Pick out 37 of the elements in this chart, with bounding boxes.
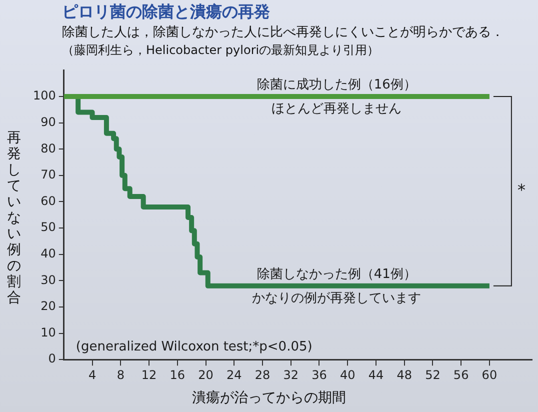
x-tick-label: 16 — [170, 368, 186, 382]
text: （藤岡利生ら，Helicobacter pyloriの最新知見より引用） — [62, 42, 380, 59]
x-tick-label: 24 — [226, 368, 242, 382]
y-tick-label: 20 — [40, 299, 56, 314]
series-label: 除菌に成功した例（16例） — [256, 77, 416, 92]
annotation: かなりの例が再発しています — [252, 290, 422, 306]
y-tick-label: 0 — [48, 352, 56, 366]
y-tick-label: 40 — [40, 246, 56, 260]
chart-title: ピロリ菌の除菌と潰瘍の再発 — [62, 2, 270, 23]
x-tick-label: 20 — [198, 368, 214, 382]
chart-subtitle: 除菌した人は，除菌しなかった人に比べ再発しにくいことが明らかである． — [62, 24, 504, 41]
x-tick-label: 12 — [141, 368, 157, 382]
y-tick-label: 30 — [40, 272, 56, 287]
annotation: ほとんど再発しません — [272, 101, 402, 116]
y-tick-label: 80 — [40, 141, 56, 156]
y-tick-label: 10 — [40, 325, 56, 340]
x-tick-label: 4 — [88, 368, 96, 382]
x-tick-label: 48 — [396, 368, 412, 382]
y-tick-label: 90 — [40, 114, 56, 129]
text: 再発していない例の割合 — [7, 130, 21, 306]
x-tick-label: 40 — [340, 368, 356, 382]
y-tick-label: 60 — [40, 194, 56, 208]
y-tick-label: 50 — [40, 220, 56, 234]
series-label: 除菌しなかった例（41例） — [256, 266, 416, 282]
y-tick-label: 70 — [40, 168, 56, 182]
x-tick-label: 8 — [116, 368, 124, 382]
x-tick-label: 32 — [283, 368, 298, 382]
x-tick-label: 44 — [368, 368, 384, 382]
x-axis-title: 潰瘍が治ってからの期間 — [191, 389, 347, 407]
x-tick-label: 60 — [482, 368, 498, 382]
x-tick-label: 28 — [254, 368, 270, 382]
y-tick-label: 100 — [33, 88, 56, 103]
x-tick-label: 36 — [312, 368, 327, 382]
annotation: * — [517, 180, 526, 200]
annotation: (generalized Wilcoxon test;*p<0.05) — [76, 339, 312, 354]
x-tick-label: 56 — [453, 368, 469, 382]
x-tick-label: 52 — [425, 368, 440, 382]
